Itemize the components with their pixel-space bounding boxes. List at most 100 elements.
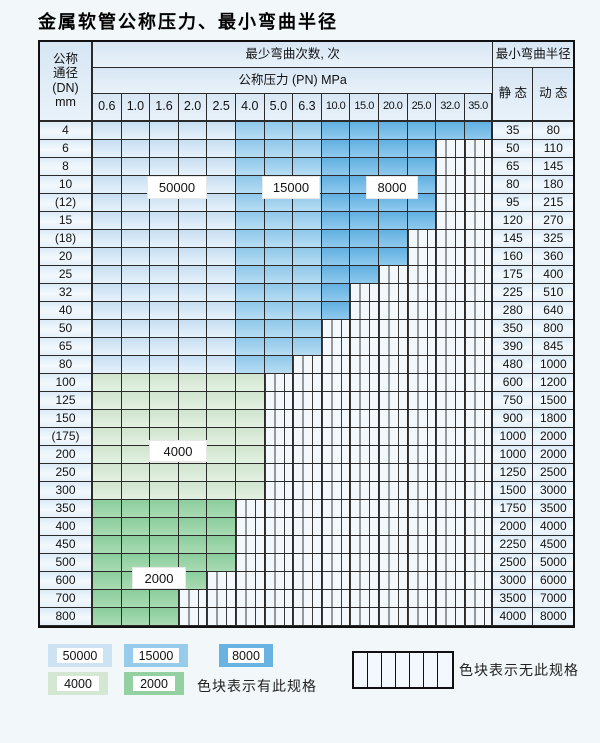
no-spec-cell-dn(12)-pn32.0: [436, 194, 465, 212]
row-dn-label: 600: [40, 572, 93, 590]
no-spec-cell-dn350-pn20.0: [378, 500, 408, 518]
no-spec-cell-dn200-pn25.0: [407, 446, 437, 464]
spec-cell-dn(12)-pn10.0: [321, 194, 351, 212]
spec-cell-dn4-pn1.6: [150, 122, 179, 140]
no-spec-cell-dn150-pn6.3: [293, 410, 322, 428]
legend-stripe-cell: [424, 653, 438, 687]
spec-cell-dn4-pn2.0: [178, 122, 208, 140]
spec-cell-dn65-pn1.0: [121, 338, 151, 356]
no-spec-cell-dn300-pn5.0: [264, 482, 294, 500]
spec-cell-dn(12)-pn2.5: [207, 194, 236, 212]
no-spec-cell-dn700-pn25.0: [407, 590, 437, 608]
no-spec-cell-dn800-pn35.0: [464, 608, 494, 626]
static-value: 2500: [493, 554, 534, 572]
static-value: 280: [493, 302, 534, 320]
header-pn-1.6: 1.6: [150, 94, 179, 122]
static-value: 120: [493, 212, 534, 230]
spec-cell-dn40-pn2.5: [207, 302, 236, 320]
spec-cell-dn700-pn1.6: [150, 590, 179, 608]
spec-cell-dn32-pn4.0: [235, 284, 265, 302]
spec-cell-dn80-pn1.6: [150, 356, 179, 374]
no-spec-cell-dn20-pn32.0: [436, 248, 465, 266]
legend-swatch-50000: 50000: [48, 644, 112, 667]
spec-cell-dn15-pn0.6: [93, 212, 122, 230]
no-spec-cell-dn800-pn2.0: [178, 608, 208, 626]
row-dn-label: 800: [40, 608, 93, 626]
no-spec-cell-dn400-pn35.0: [464, 518, 494, 536]
dynamic-value: 6000: [533, 572, 574, 590]
no-spec-cell-dn300-pn20.0: [378, 482, 408, 500]
no-spec-cell-dn8-pn35.0: [464, 158, 494, 176]
page-title: 金属软管公称压力、最小弯曲半径: [38, 12, 338, 33]
dynamic-value: 8000: [533, 608, 574, 626]
spec-cell-dn300-pn1.6: [150, 482, 179, 500]
legend-has-spec-text: 色块表示有此规格: [197, 678, 317, 694]
spec-cell-dn32-pn2.5: [207, 284, 236, 302]
row-dn-label: 100: [40, 374, 93, 392]
no-spec-cell-dn32-pn15.0: [350, 284, 379, 302]
no-spec-cell-dn65-pn25.0: [407, 338, 437, 356]
spec-cell-dn4-pn1.0: [121, 122, 151, 140]
spec-cell-dn150-pn1.6: [150, 410, 179, 428]
spec-cell-dn125-pn2.0: [178, 392, 208, 410]
dynamic-value: 270: [533, 212, 574, 230]
no-spec-cell-dn80-pn35.0: [464, 356, 494, 374]
spec-cell-dn20-pn2.5: [207, 248, 236, 266]
no-spec-cell-dn700-pn35.0: [464, 590, 494, 608]
header-pn-6.3: 6.3: [293, 94, 322, 122]
no-spec-cell-dn80-pn6.3: [293, 356, 322, 374]
legend-swatch-2000: 2000: [124, 672, 184, 695]
legend-swatch-4000: 4000: [48, 672, 108, 695]
no-spec-cell-dn700-pn20.0: [378, 590, 408, 608]
no-spec-cell-dn500-pn20.0: [378, 554, 408, 572]
row-dn-label: 15: [40, 212, 93, 230]
spec-cell-dn25-pn6.3: [293, 266, 322, 284]
spec-cell-dn150-pn0.6: [93, 410, 122, 428]
spec-cell-dn40-pn0.6: [93, 302, 122, 320]
no-spec-cell-dn800-pn6.3: [293, 608, 322, 626]
no-spec-cell-dn700-pn2.0: [178, 590, 208, 608]
no-spec-cell-dn(175)-pn25.0: [407, 428, 437, 446]
spec-cell-dn800-pn0.6: [93, 608, 122, 626]
spec-cell-dn(18)-pn5.0: [264, 230, 294, 248]
spec-cell-dn700-pn0.6: [93, 590, 122, 608]
no-spec-cell-dn50-pn25.0: [407, 320, 437, 338]
spec-cell-dn6-pn25.0: [407, 140, 437, 158]
spec-cell-dn150-pn4.0: [235, 410, 265, 428]
no-spec-cell-dn10-pn35.0: [464, 176, 494, 194]
no-spec-cell-dn350-pn15.0: [350, 500, 379, 518]
spec-cell-dn8-pn2.0: [178, 158, 208, 176]
spec-cell-dn8-pn10.0: [321, 158, 351, 176]
spec-cell-dn6-pn0.6: [93, 140, 122, 158]
static-value: 1000: [493, 428, 534, 446]
dynamic-value: 3000: [533, 482, 574, 500]
spec-cell-dn(175)-pn0.6: [93, 428, 122, 446]
no-spec-cell-dn450-pn25.0: [407, 536, 437, 554]
static-value: 480: [493, 356, 534, 374]
legend-swatch-value: 15000: [133, 648, 179, 663]
legend-no-spec-swatch: [352, 651, 454, 689]
no-spec-cell-dn25-pn35.0: [464, 266, 494, 284]
dynamic-value: 400: [533, 266, 574, 284]
spec-cell-dn25-pn1.0: [121, 266, 151, 284]
spec-cell-dn20-pn4.0: [235, 248, 265, 266]
spec-cell-dn50-pn1.6: [150, 320, 179, 338]
spec-cell-dn(18)-pn1.6: [150, 230, 179, 248]
legend-stripe-cell: [438, 653, 452, 687]
no-spec-cell-dn800-pn15.0: [350, 608, 379, 626]
spec-cell-dn65-pn0.6: [93, 338, 122, 356]
spec-cell-dn(18)-pn1.0: [121, 230, 151, 248]
spec-cell-dn(12)-pn0.6: [93, 194, 122, 212]
spec-cell-dn400-pn2.5: [207, 518, 236, 536]
spec-cell-dn65-pn2.0: [178, 338, 208, 356]
no-spec-cell-dn400-pn25.0: [407, 518, 437, 536]
no-spec-cell-dn8-pn32.0: [436, 158, 465, 176]
dynamic-value: 3500: [533, 500, 574, 518]
no-spec-cell-dn125-pn15.0: [350, 392, 379, 410]
no-spec-cell-dn800-pn4.0: [235, 608, 265, 626]
header-pn-20.0: 20.0: [378, 94, 408, 122]
spec-cell-dn4-pn20.0: [378, 122, 408, 140]
spec-cell-dn15-pn10.0: [321, 212, 351, 230]
spec-cell-dn15-pn4.0: [235, 212, 265, 230]
spec-cell-dn4-pn25.0: [407, 122, 437, 140]
